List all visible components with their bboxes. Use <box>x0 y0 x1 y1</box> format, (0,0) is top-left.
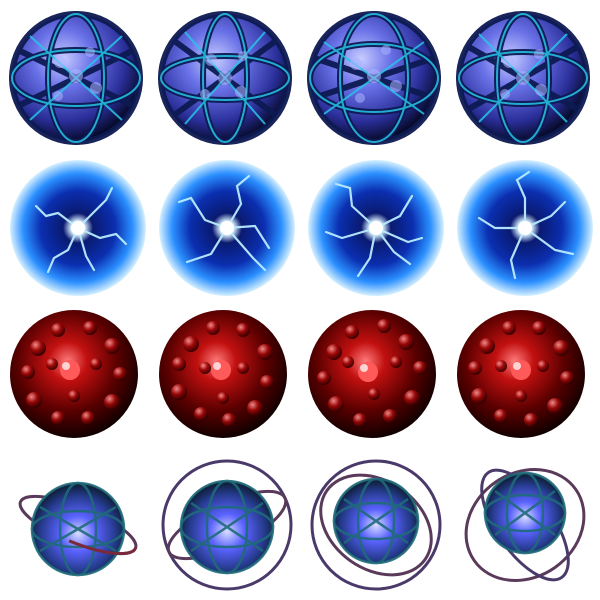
red-bubble-orb-sprite-frame-3 <box>308 310 436 438</box>
red-bubble-orb-sprite-frame-4 <box>457 310 585 438</box>
ringed-orb-sprite-frame-2 <box>161 459 293 591</box>
ringed-orb-sprite-frame-1 <box>18 481 138 577</box>
cage-orb-sprite-frame-2 <box>158 11 292 145</box>
plasma-orb-sprite-frame-4 <box>457 160 593 296</box>
red-bubble-orb-sprite-frame-2 <box>159 310 287 438</box>
cage-orb-sprite-frame-1 <box>9 11 143 145</box>
ringed-orb-sprite-frame-3 <box>310 459 442 591</box>
plasma-orb-sprite-frame-2 <box>159 160 295 296</box>
plasma-orb-sprite-frame-1 <box>10 160 146 296</box>
ringed-orb-sprite-frame-4 <box>464 468 586 582</box>
plasma-orb-sprite-frame-3 <box>308 160 444 296</box>
red-bubble-orb-sprite-frame-1 <box>10 310 138 438</box>
cage-orb-sprite-frame-3 <box>307 11 441 145</box>
cage-orb-sprite-frame-4 <box>456 11 590 145</box>
